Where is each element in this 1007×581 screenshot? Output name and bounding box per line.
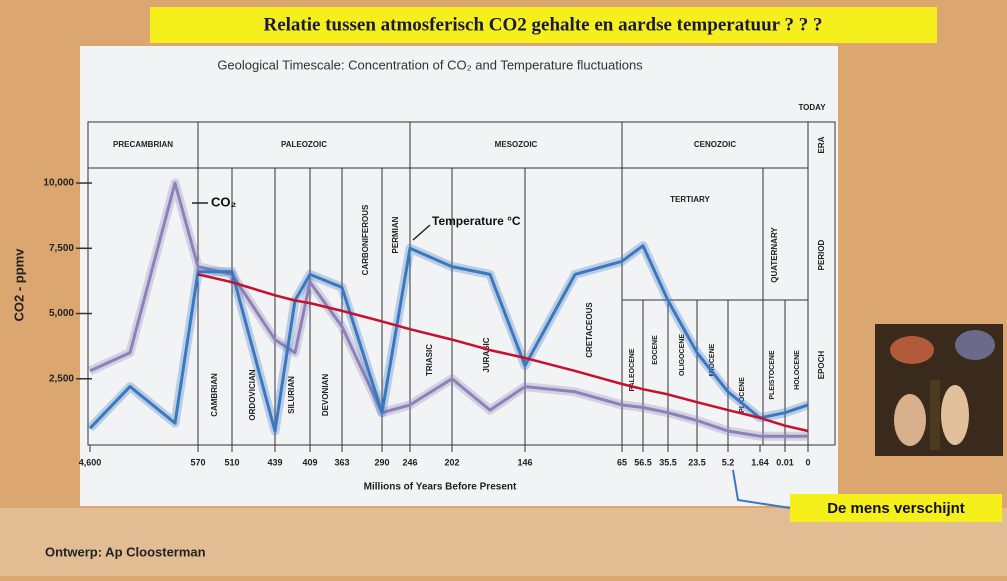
- era-label: PRECAMBRIAN: [113, 140, 173, 149]
- chart-title: Geological Timescale: Concentration of C…: [217, 57, 643, 72]
- slide-title: Relatie tussen atmosferisch CO2 gehalte …: [263, 14, 822, 35]
- y-axis-title: CO2 - ppmv: [11, 248, 26, 322]
- x-tick-label: 56.5: [634, 457, 652, 467]
- epoch-label: PLIOCENE: [739, 377, 746, 413]
- y-tick-label: 10,000: [43, 178, 74, 189]
- title-box: [150, 7, 937, 43]
- period-label: CAMBRIAN: [210, 373, 219, 417]
- today-label: TODAY: [798, 103, 826, 112]
- x-tick-label: 570: [190, 457, 205, 467]
- x-tick-label: 0.01: [776, 457, 794, 467]
- series-label: CO₂: [211, 194, 237, 209]
- y-tick-label: 2,500: [49, 373, 74, 384]
- x-tick-label: 510: [224, 457, 239, 467]
- x-tick-label: 290: [374, 457, 389, 467]
- callout-text: De mens verschijnt: [827, 500, 965, 517]
- series-line: [88, 244, 809, 433]
- callout-box: [790, 494, 1002, 522]
- epoch-label: HOLOCENE: [794, 350, 801, 390]
- footer-text: Ontwerp: Ap Cloosterman: [45, 544, 206, 559]
- series-pointer: [412, 224, 431, 241]
- band-label: PERIOD: [817, 239, 826, 270]
- period-label: CARBONIFEROUS: [361, 204, 370, 275]
- x-tick-label: 5.2: [722, 457, 735, 467]
- x-tick-label: 65: [617, 457, 627, 467]
- painting: [875, 324, 1003, 456]
- y-tick-label: 7,500: [49, 243, 74, 254]
- period-label: ORDOVICIAN: [248, 369, 257, 420]
- x-tick-label: 1.64: [751, 457, 769, 467]
- period-label: JURASIC: [482, 337, 491, 372]
- x-tick-label: 35.5: [659, 457, 677, 467]
- x-tick-label: 0: [805, 457, 810, 467]
- series-label: Temperature °C: [432, 214, 521, 228]
- x-tick-label: 4,600: [79, 457, 102, 467]
- x-tick-label: 146: [517, 457, 532, 467]
- epoch-label: MIOCENE: [709, 343, 716, 376]
- era-label: MESOZOIC: [495, 140, 538, 149]
- period-label: CRETACEOUS: [585, 302, 594, 358]
- epoch-label: OLIGOCENE: [679, 334, 686, 376]
- x-tick-label: 202: [444, 457, 459, 467]
- x-tick-label: 439: [267, 457, 282, 467]
- era-label: CENOZOIC: [694, 140, 736, 149]
- x-tick-label: 23.5: [688, 457, 706, 467]
- epoch-label: PALEOCENE: [629, 348, 636, 391]
- band-label: ERA: [817, 136, 826, 153]
- band-label: EPOCH: [817, 351, 826, 380]
- period-label: DEVONIAN: [321, 374, 330, 416]
- x-tick-label: 246: [402, 457, 417, 467]
- x-tick-label: 363: [334, 457, 349, 467]
- trend-line: [197, 273, 809, 433]
- period-label: SILURIAN: [287, 376, 296, 414]
- callout-pointer: [732, 469, 791, 509]
- plot-frame: [87, 121, 836, 446]
- period-label: TERTIARY: [670, 195, 710, 204]
- epoch-label: EOCENE: [652, 335, 659, 365]
- period-label: QUATERNARY: [770, 227, 779, 283]
- period-label: PERMIAN: [391, 216, 400, 253]
- period-label: TRIASIC: [425, 344, 434, 376]
- era-label: PALEOZOIC: [281, 140, 327, 149]
- x-axis-title: Millions of Years Before Present: [364, 482, 517, 493]
- y-tick-label: 5,000: [49, 308, 74, 319]
- epoch-label: PLEISTOCENE: [769, 350, 776, 400]
- x-tick-label: 409: [302, 457, 317, 467]
